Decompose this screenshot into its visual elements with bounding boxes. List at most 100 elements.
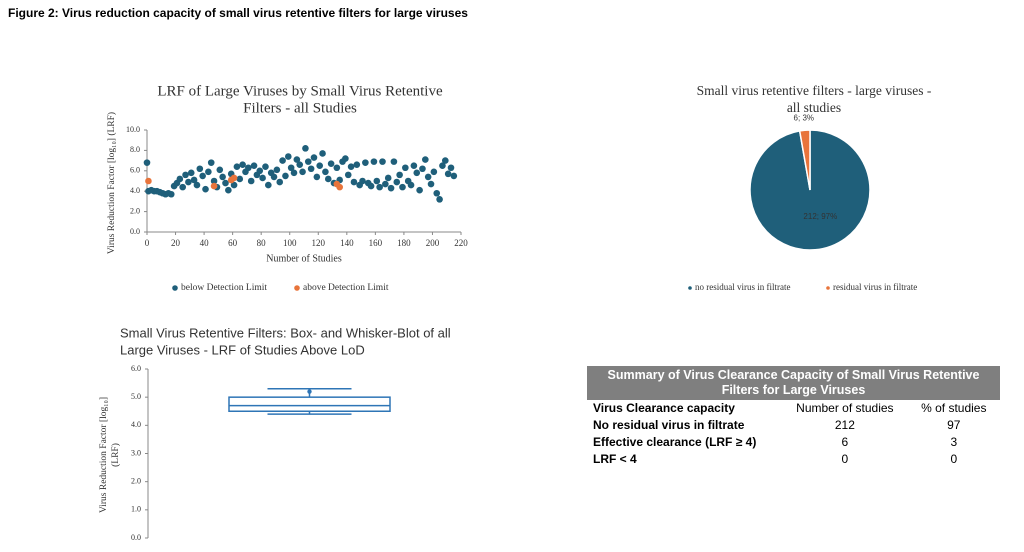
point [359, 177, 366, 185]
legend-marker [172, 285, 178, 291]
summary-table: Summary of Virus Clearance Capacity of S… [587, 366, 1000, 468]
point [442, 157, 449, 164]
point [145, 177, 152, 185]
y-axis-label: Virus Reduction Factor [log₁₀] (LRF) [106, 112, 117, 254]
cell: 3 [950, 435, 958, 449]
x-tick-label: 40 [200, 238, 210, 248]
point [216, 166, 224, 174]
point [207, 159, 215, 166]
point [313, 173, 321, 181]
chart-title: Small virus retentive filters - large vi… [697, 83, 932, 98]
x-tick-label: 100 [283, 238, 297, 248]
point [436, 196, 443, 203]
column-header: Virus Clearance capacity [593, 401, 735, 415]
point [344, 171, 352, 179]
data-label: 6; 3% [794, 113, 814, 122]
point [444, 170, 452, 178]
point [316, 162, 324, 169]
cell: 6 [841, 435, 849, 449]
x-axis-label: Number of Studies [266, 253, 342, 264]
point [396, 171, 403, 179]
x-tick-label: 200 [426, 238, 440, 248]
column-header: % of studies [921, 401, 987, 415]
data-label: 212; 97% [803, 212, 837, 221]
point [265, 181, 272, 189]
y-tick-label: 4.0 [130, 186, 140, 195]
pie-slice [798, 129, 811, 191]
y-tick-label: 0.0 [130, 227, 140, 236]
point [179, 183, 186, 191]
x-tick-label: 120 [312, 238, 326, 248]
point [167, 190, 175, 198]
x-tick-label: 60 [228, 238, 238, 248]
point [350, 178, 358, 186]
point [256, 167, 264, 175]
point [307, 165, 315, 173]
legend-marker [826, 286, 830, 290]
point [245, 164, 252, 172]
point [373, 177, 381, 185]
point [353, 161, 361, 168]
point [293, 156, 301, 163]
point [187, 169, 195, 177]
point [143, 159, 151, 166]
point [230, 181, 238, 189]
point [347, 163, 355, 171]
point [193, 181, 201, 189]
point [299, 168, 306, 176]
x-tick-label: 0 [145, 238, 150, 248]
chart-title: Filters - all Studies [243, 100, 357, 116]
point [424, 173, 432, 181]
y-tick-label: 3.0 [131, 448, 141, 457]
point [450, 172, 458, 180]
chart-title: LRF of Large Viruses by Small Virus Rete… [157, 83, 443, 99]
point [447, 164, 455, 172]
point [302, 145, 309, 152]
point [185, 178, 192, 186]
point [219, 173, 226, 181]
x-tick-label: 20 [171, 238, 181, 248]
legend-label: above Detection Limit [303, 283, 389, 293]
point [413, 169, 421, 177]
y-axis-label: (LRF) [110, 443, 121, 467]
point [402, 164, 409, 172]
y-tick-label: 8.0 [130, 145, 140, 154]
y-tick-label: 2.0 [130, 206, 140, 215]
point [327, 160, 335, 167]
chart-title: all studies [787, 100, 841, 115]
legend-marker [688, 286, 692, 290]
y-tick-label: 10.0 [126, 125, 140, 134]
point [199, 172, 206, 180]
y-tick-label: 0.0 [131, 533, 141, 542]
point [333, 164, 341, 172]
cell: 0 [950, 452, 958, 466]
point [342, 155, 349, 162]
point [367, 182, 375, 190]
point [222, 179, 229, 187]
column-header: Number of studies [796, 401, 894, 415]
cell: 0 [841, 452, 849, 466]
point [250, 162, 258, 169]
cell: 97 [947, 418, 961, 432]
legend-label: residual virus in filtrate [833, 282, 917, 292]
point [236, 175, 244, 183]
point [390, 158, 398, 165]
point [230, 174, 238, 182]
point [319, 150, 326, 157]
point [304, 158, 312, 165]
point [270, 173, 278, 181]
cell: Effective clearance (LRF ≥ 4) [593, 435, 757, 449]
point [430, 168, 438, 176]
point [387, 184, 395, 192]
point [262, 163, 269, 171]
point [259, 174, 266, 182]
point [273, 166, 281, 174]
point [324, 175, 332, 183]
point [279, 157, 286, 164]
point [370, 158, 378, 165]
point [296, 161, 304, 168]
y-axis-label: Virus Reduction Factor [log₁₀] [99, 397, 109, 513]
y-tick-label: 2.0 [131, 476, 141, 485]
